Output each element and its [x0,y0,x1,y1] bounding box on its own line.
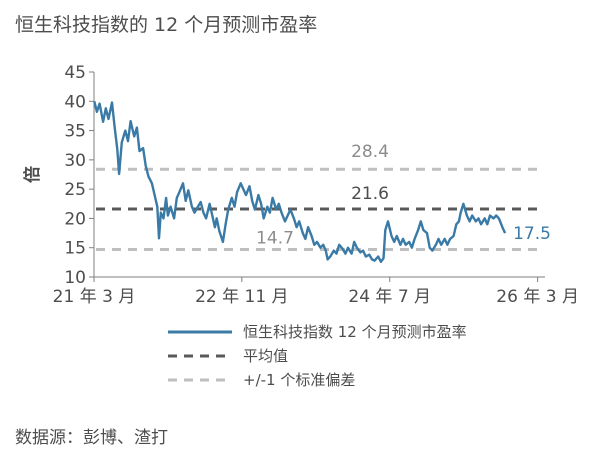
y-tick-label: 10 [64,268,86,288]
x-tick-label: 26 年 3 月 [496,287,579,307]
x-tick-label: 21 年 3 月 [53,287,136,307]
upper-sd-label: 28.4 [351,142,389,162]
axes: 10 15 20 25 30 35 40 45 倍 21 年 3 月 22 年 11 月 24 年 7… [22,63,579,307]
series-layer [93,101,507,263]
mean-label: 21.6 [351,184,389,204]
value-labels: 28.4 21.6 14.7 17.5 [256,142,551,248]
chart-title: 恒生科技指数的 12 个月预测市盈率 [15,14,318,36]
y-tick-label: 30 [64,151,86,171]
x-tick-label: 22 年 11 月 [195,287,288,307]
legend-label-1: 恒生科技指数 12 个月预测市盈率 [243,323,467,341]
lower-sd-label: 14.7 [256,228,294,248]
x-tick-label: 24 年 7 月 [348,287,431,307]
y-tick-label: 45 [64,63,86,83]
legend-label-3: +/-1 个标准偏差 [243,371,355,389]
y-tick-label: 25 [64,180,86,200]
y-tick-label: 35 [64,122,86,142]
legend-label-2: 平均值 [243,347,288,365]
pe-ratio-series-line [93,101,507,263]
source-note: 数据源：彭博、渣打 [15,428,168,448]
y-tick-label: 40 [64,92,86,112]
y-tick-label: 20 [64,209,86,229]
reference-lines [96,167,537,251]
y-axis-title: 倍 [22,166,43,183]
last-value-label: 17.5 [513,224,551,244]
y-tick-label: 15 [64,239,86,259]
